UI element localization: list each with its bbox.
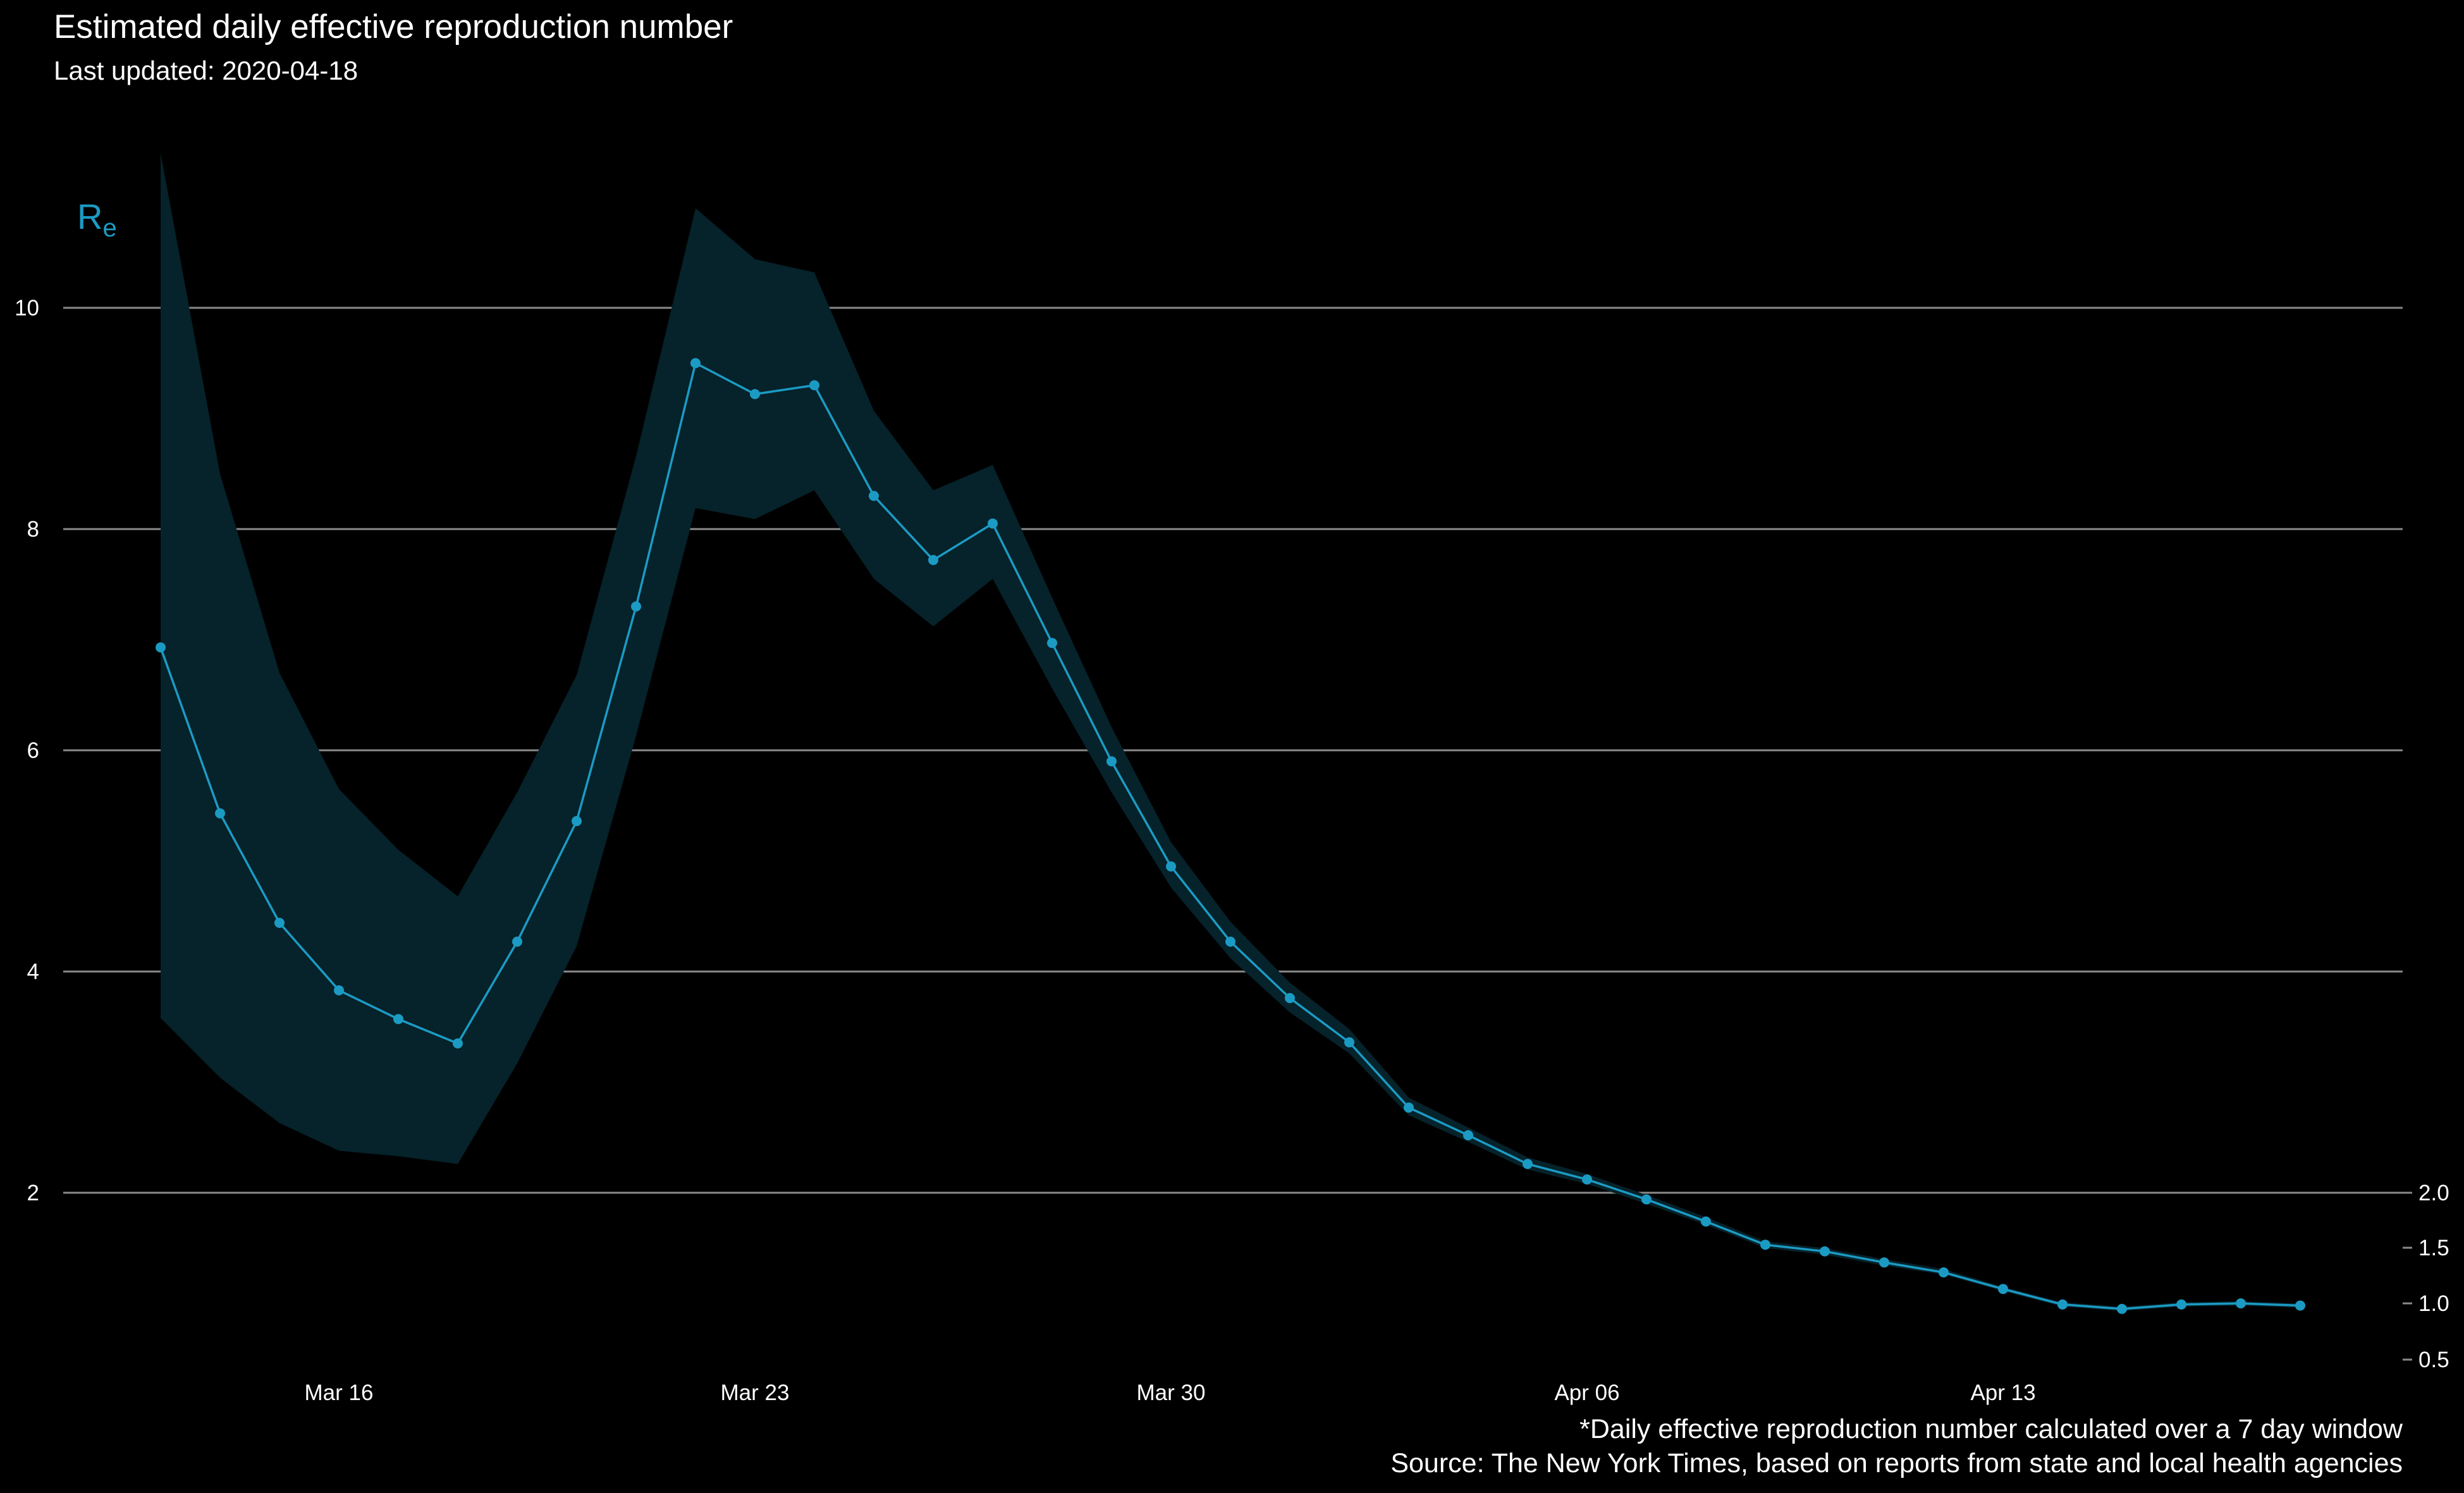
- y-tick-label-right: 1.5: [2418, 1236, 2449, 1260]
- data-point: [750, 389, 760, 399]
- series-line-path: [159, 361, 2301, 1310]
- data-point: [453, 1038, 463, 1049]
- data-point: [1820, 1246, 1830, 1257]
- y-tick-label-right: 0.5: [2418, 1348, 2449, 1372]
- data-point: [690, 358, 701, 369]
- confidence-band: [161, 153, 2300, 1312]
- data-point: [1225, 936, 1235, 947]
- y-axis-label: Re: [77, 197, 117, 242]
- data-point: [334, 985, 344, 996]
- data-point: [1939, 1267, 1949, 1277]
- data-point: [1701, 1216, 1711, 1227]
- data-point: [1404, 1102, 1414, 1113]
- series-points: [156, 358, 2305, 1314]
- caption-line-window: *Daily effective reproduction number cal…: [1579, 1414, 2403, 1444]
- data-point: [215, 808, 225, 819]
- y-tick-label-left: 4: [27, 960, 39, 984]
- data-point: [2236, 1298, 2246, 1308]
- data-point: [928, 555, 938, 565]
- data-point: [1641, 1194, 1652, 1205]
- data-point: [988, 518, 998, 529]
- series-line: [159, 361, 2301, 1310]
- data-point: [2295, 1300, 2305, 1311]
- data-point: [2176, 1299, 2186, 1310]
- x-tick-label: Apr 06: [1554, 1380, 1619, 1405]
- y-tick-label-left: 10: [15, 296, 39, 320]
- data-point: [1523, 1159, 1533, 1169]
- data-point: [156, 642, 166, 653]
- data-point: [1166, 861, 1176, 872]
- data-point: [869, 491, 879, 501]
- y-tick-label-right: 1.0: [2418, 1291, 2449, 1316]
- data-point: [1285, 993, 1295, 1003]
- y-tick-label-left: 2: [27, 1181, 39, 1205]
- chart-subtitle: Last updated: 2020-04-18: [54, 56, 359, 85]
- y-tick-label-right: 2.0: [2418, 1181, 2449, 1205]
- y-axis-ticks: 2 4 6 8 10 0.5 1.0 1.5 2.0: [15, 296, 2449, 1372]
- data-point: [572, 816, 582, 826]
- grid-lines: [63, 307, 2403, 1194]
- data-point: [1582, 1174, 1592, 1185]
- data-point: [2057, 1299, 2068, 1310]
- data-point: [1047, 638, 1057, 649]
- x-axis-ticks: Mar 16 Mar 23 Mar 30 Apr 06 Apr 13: [305, 1380, 2036, 1405]
- data-point: [1879, 1257, 1889, 1268]
- data-point: [1344, 1037, 1354, 1047]
- data-point: [512, 936, 522, 947]
- data-point: [809, 380, 819, 391]
- data-point: [1998, 1284, 2008, 1295]
- y-axis-label-main: R: [77, 197, 102, 236]
- y-tick-label-left: 6: [27, 738, 39, 763]
- data-point: [1106, 756, 1117, 767]
- data-point: [274, 918, 285, 928]
- data-point: [393, 1014, 403, 1025]
- x-tick-label: Apr 13: [1970, 1380, 2035, 1405]
- x-tick-label: Mar 30: [1137, 1380, 1206, 1405]
- y-axis-label-sub: e: [102, 214, 116, 242]
- x-tick-label: Mar 16: [305, 1380, 374, 1405]
- caption-line-source: Source: The New York Times, based on rep…: [1390, 1448, 2403, 1478]
- x-tick-label: Mar 23: [721, 1380, 790, 1405]
- data-point: [1760, 1240, 1770, 1250]
- chart-title: Estimated daily effective reproduction n…: [54, 8, 733, 46]
- data-point: [1463, 1130, 1473, 1140]
- data-point: [631, 601, 641, 612]
- caption: *Daily effective reproduction number cal…: [1390, 1412, 2403, 1480]
- data-point: [2117, 1303, 2127, 1314]
- confidence-band-area: [161, 153, 2300, 1312]
- y-tick-label-left: 8: [27, 517, 39, 542]
